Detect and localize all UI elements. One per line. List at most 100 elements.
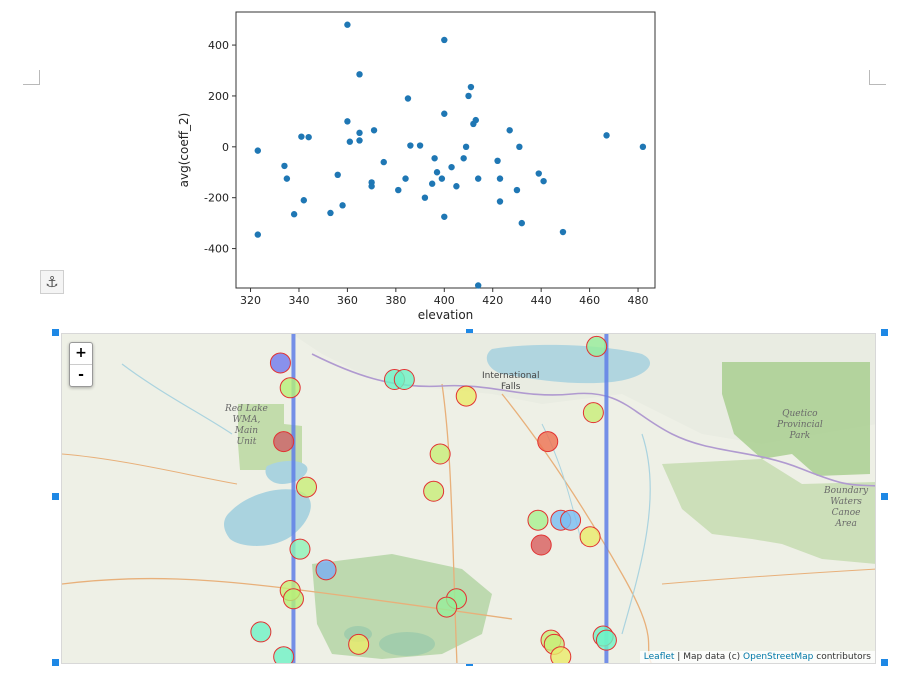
map-marker[interactable] — [429, 443, 451, 465]
map-marker[interactable] — [393, 369, 415, 391]
resize-handle-middle-right[interactable] — [881, 493, 888, 500]
map-marker[interactable] — [348, 633, 370, 655]
y-tick-label: 400 — [208, 39, 229, 52]
road-4 — [62, 453, 238, 485]
x-tick-label: 340 — [288, 294, 309, 307]
x-tick-label: 400 — [434, 294, 455, 307]
map-marker[interactable] — [250, 621, 272, 643]
zoom-out-button[interactable]: - — [70, 364, 92, 386]
scatter-point — [356, 129, 363, 137]
label-red-lake-wma: Red Lake WMA, Main Unit — [225, 404, 268, 448]
scatter-point — [281, 162, 288, 170]
map-marker[interactable] — [586, 335, 608, 357]
map-attribution: Leaflet | Map data (c) OpenStreetMap con… — [639, 651, 875, 663]
scatter-point — [402, 175, 409, 182]
map-marker[interactable] — [579, 526, 601, 548]
map-marker[interactable] — [455, 385, 477, 407]
leaflet-link[interactable]: Leaflet — [643, 652, 675, 662]
road-5 — [661, 568, 875, 585]
scatter-point — [460, 155, 467, 162]
map-marker[interactable] — [315, 559, 337, 581]
anchor-icon[interactable]: ⚓ — [40, 270, 64, 294]
scatter-point — [395, 186, 402, 194]
map-marker[interactable] — [560, 509, 582, 531]
scatter-point — [254, 231, 261, 238]
label-line: Provincial — [777, 420, 823, 430]
map-marker[interactable] — [550, 646, 572, 664]
x-tick-label: 440 — [531, 294, 552, 307]
river-3 — [621, 433, 651, 635]
map-marker[interactable] — [289, 538, 311, 560]
resize-handle-bottom-left[interactable] — [52, 659, 59, 666]
leaflet-map[interactable]: International Falls Red Lake WMA, Main U… — [61, 333, 876, 664]
cell-corner-marker-right — [869, 70, 886, 85]
scatter-point — [407, 142, 414, 149]
x-tick-label: 420 — [482, 294, 503, 307]
map-marker[interactable] — [269, 352, 291, 374]
label-line: Main — [234, 426, 259, 436]
resize-handle-top-middle[interactable] — [466, 329, 473, 336]
map-marker[interactable] — [527, 509, 549, 531]
scatter-point — [453, 183, 460, 190]
label-line: Falls — [500, 382, 521, 392]
label-line: Waters — [830, 497, 862, 507]
label-line: Canoe — [831, 508, 861, 518]
map-tiles — [62, 334, 875, 664]
cell-corner-marker-left — [23, 70, 40, 85]
zoom-in-button[interactable]: + — [75, 345, 87, 361]
map-marker[interactable] — [279, 377, 301, 399]
label-line: Park — [789, 431, 811, 441]
map-marker[interactable] — [530, 534, 552, 556]
scatter-point — [540, 177, 547, 185]
scatter-point — [380, 158, 387, 166]
map-marker[interactable] — [282, 588, 304, 610]
map-marker[interactable] — [537, 431, 559, 453]
scatter-point — [404, 95, 412, 102]
map-marker[interactable] — [273, 431, 295, 453]
y-tick-label: 0 — [222, 141, 229, 154]
y-axis-label: avg(coeff_2) — [177, 113, 191, 188]
scatter-plot-svg: 320 340 360 380 400 420 440 460 480 -400 -200 0 200 4… — [177, 11, 656, 322]
scatter-point — [441, 110, 448, 117]
scatter-point — [254, 147, 261, 154]
x-tick-label: 480 — [628, 294, 649, 307]
scatter-point — [370, 127, 378, 134]
scatter-point — [327, 209, 334, 217]
scatter-point — [290, 211, 298, 218]
scatter-point — [496, 198, 504, 205]
map-marker[interactable] — [273, 646, 295, 664]
map-marker[interactable] — [595, 629, 617, 651]
map-marker[interactable] — [296, 476, 317, 498]
resize-handle-top-right[interactable] — [881, 329, 888, 336]
scatter-point — [516, 143, 523, 151]
map-marker[interactable] — [423, 480, 445, 502]
scatter-point — [298, 133, 305, 140]
scatter-point — [356, 71, 363, 78]
scatter-point — [433, 169, 441, 176]
scatter-point — [535, 170, 542, 177]
road-3 — [501, 393, 652, 663]
attribution-suffix: contributors — [813, 652, 871, 662]
label-line: Red Lake — [225, 404, 268, 414]
scatter-point — [474, 175, 482, 182]
y-tick-label: -200 — [204, 192, 229, 205]
label-line: International — [482, 371, 540, 381]
label-international-falls: International Falls — [482, 371, 539, 393]
x-axis-label: elevation — [418, 308, 474, 322]
resize-handle-bottom-right[interactable] — [881, 659, 888, 666]
x-tick-label: 360 — [337, 294, 358, 307]
road-2 — [441, 383, 458, 663]
scatter-point — [494, 157, 501, 165]
scatter-point — [559, 228, 567, 236]
resize-handle-top-left[interactable] — [52, 329, 59, 336]
osm-link[interactable]: OpenStreetMap — [743, 652, 814, 662]
resize-handle-middle-left[interactable] — [52, 493, 59, 500]
map-marker[interactable] — [436, 596, 458, 618]
boundary-waters-area — [662, 459, 875, 564]
scatter-point — [416, 142, 424, 149]
label-line: Area — [835, 519, 857, 529]
rainy-lake-water — [486, 344, 651, 384]
map-marker[interactable] — [582, 402, 604, 424]
attribution-text: | Map data (c) — [674, 652, 744, 662]
x-tick-label: 380 — [385, 294, 406, 307]
